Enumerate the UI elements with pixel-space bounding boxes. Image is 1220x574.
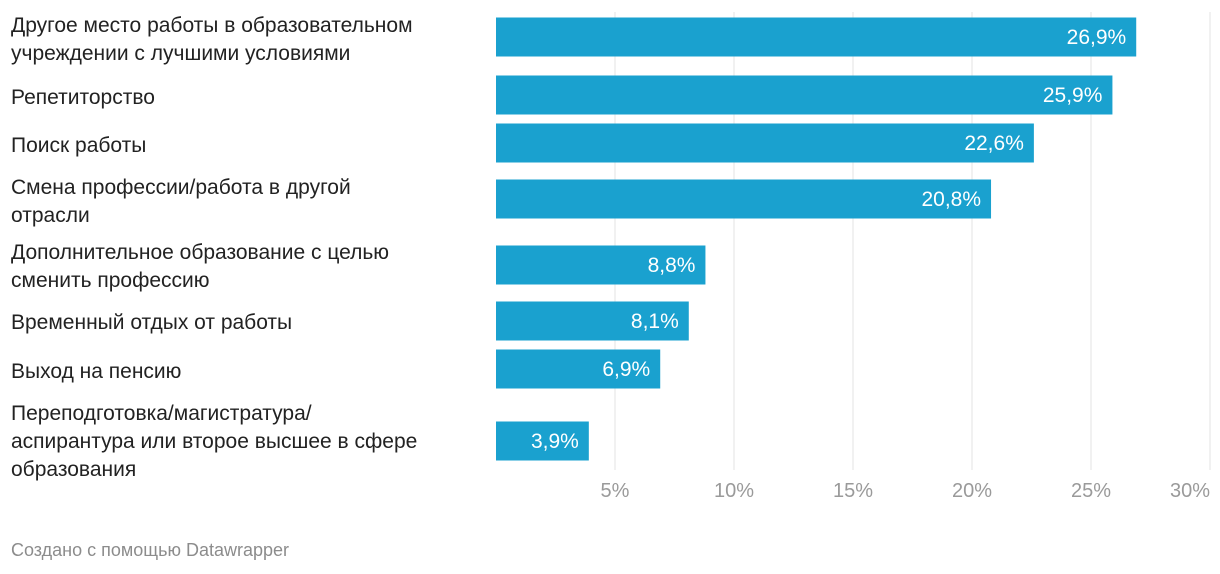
category-label: учреждении с лучшими условиями: [11, 42, 350, 65]
category-label: образования: [11, 458, 136, 481]
category-label: Смена профессии/работа в другой: [11, 176, 351, 199]
bar: [496, 349, 661, 389]
category-label: Другое место работы в образовательном: [11, 14, 413, 37]
bar-value-label: 8,1%: [631, 310, 679, 333]
category-label: Переподготовка/магистратура/: [11, 402, 312, 425]
x-tick-label: 25%: [1071, 480, 1111, 502]
bar-value-label: 8,8%: [648, 254, 696, 277]
x-tick-label: 5%: [601, 480, 630, 502]
bar-value-label: 22,6%: [964, 132, 1024, 155]
bar-value-label: 3,9%: [531, 430, 579, 453]
bar-value-label: 26,9%: [1067, 26, 1127, 49]
bar: [496, 179, 992, 219]
bar: [496, 245, 706, 285]
bar-value-label: 6,9%: [602, 358, 650, 381]
category-label: Поиск работы: [11, 134, 146, 157]
category-label: Репетиторство: [11, 86, 155, 109]
category-label: Временный отдых от работы: [11, 311, 292, 334]
bars: 26,9% 25,9% 22,6% 20,8% 8,8% 8,1% 6,9% 3,9%: [496, 17, 1137, 461]
credit-text: Создано с помощью Datawrapper: [11, 540, 290, 560]
bar: [496, 17, 1137, 57]
category-label: отрасли: [11, 204, 90, 227]
bar: [496, 301, 689, 341]
category-label: аспирантура или второе высшее в сфере: [11, 430, 417, 453]
category-label: сменить профессию: [11, 269, 210, 292]
bar: [496, 421, 589, 461]
x-tick-label: 20%: [952, 480, 992, 502]
x-tick-label: 30%: [1170, 480, 1210, 502]
x-axis-ticks: 5% 10% 15% 20% 25% 30%: [601, 480, 1211, 502]
bar: [496, 123, 1034, 163]
category-label: Выход на пенсию: [11, 360, 181, 383]
x-tick-label: 10%: [714, 480, 754, 502]
category-labels: Другое место работы в образовательном учр…: [11, 14, 417, 481]
bar: [496, 75, 1113, 115]
x-tick-label: 15%: [833, 480, 873, 502]
bar-value-label: 25,9%: [1043, 84, 1103, 107]
bar-value-label: 20,8%: [921, 188, 981, 211]
category-label: Дополнительное образование с целью: [11, 241, 389, 264]
